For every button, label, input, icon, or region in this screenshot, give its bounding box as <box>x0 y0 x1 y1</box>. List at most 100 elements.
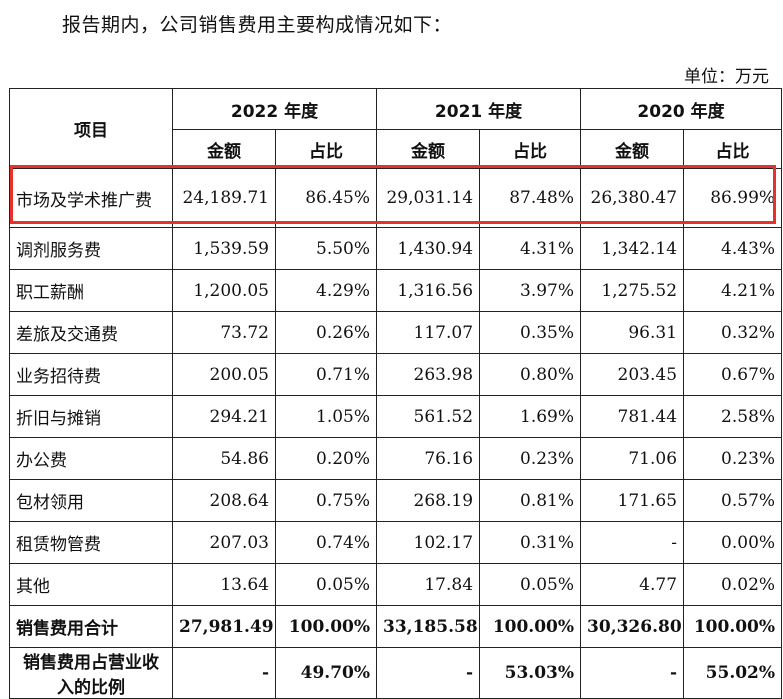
row-label: 包材领用 <box>9 479 173 522</box>
header-amount: 金额 <box>580 129 685 169</box>
amount-cell: 1,342.14 <box>580 227 685 270</box>
amount-cell: 1,275.52 <box>580 269 685 312</box>
amount-cell: 171.65 <box>580 479 685 522</box>
amount-cell: 268.19 <box>376 479 481 522</box>
ratio-cell: 100.00% <box>479 605 582 648</box>
amount-cell: 17.84 <box>376 563 481 606</box>
table-row: 调剂服务费 1,539.59 5.50% 1,430.94 4.31% 1,342.14 4… <box>9 227 783 270</box>
table-row: 其他 13.64 0.05% 17.84 0.05% 4.77 0.02% <box>9 563 783 606</box>
amount-cell: 13.64 <box>172 563 276 606</box>
ratio-cell: 53.03% <box>479 647 582 699</box>
ratio-cell: 0.80% <box>479 353 582 396</box>
amount-cell: 26,380.47 <box>580 168 685 228</box>
header-row-years: 项目 2022 年度 2021 年度 2020 年度 <box>9 88 783 169</box>
row-label: 调剂服务费 <box>9 227 173 270</box>
amount-cell: 29,031.14 <box>376 168 481 228</box>
amount-cell: 1,430.94 <box>376 227 481 270</box>
table-row: 职工薪酬 1,200.05 4.29% 1,316.56 3.97% 1,275.52 4.… <box>9 269 783 312</box>
amount-cell: 27,981.49 <box>172 605 276 648</box>
ratio-cell: 0.57% <box>683 479 783 522</box>
ratio-cell: 5.50% <box>274 227 378 270</box>
row-label: 租赁物管费 <box>9 521 173 564</box>
amount-cell: 561.52 <box>376 395 481 438</box>
table-row: 销售费用合计 27,981.49 100.00% 33,185.58 100.00% 30… <box>9 605 783 648</box>
ratio-cell: 4.21% <box>683 269 783 312</box>
amount-cell: 102.17 <box>376 521 481 564</box>
ratio-cell: 0.26% <box>274 311 378 354</box>
ratio-cell: 0.31% <box>479 521 582 564</box>
header-year-2022: 2022 年度 <box>171 88 378 130</box>
table-row: 租赁物管费 207.03 0.74% 102.17 0.31% -0.00% <box>9 521 783 564</box>
table-row: 差旅及交通费 73.72 0.26% 117.07 0.35% 96.31 0.32% <box>9 311 783 354</box>
amount-cell: 1,539.59 <box>172 227 276 270</box>
amount-cell: - <box>376 647 481 699</box>
row-label: 业务招待费 <box>9 353 173 396</box>
row-label: 差旅及交通费 <box>9 311 173 354</box>
row-label: 销售费用合计 <box>9 605 173 648</box>
amount-cell: 73.72 <box>172 311 276 354</box>
ratio-cell: 0.02% <box>683 563 783 606</box>
ratio-cell: 0.20% <box>274 437 378 480</box>
row-label: 折旧与摊销 <box>9 395 173 438</box>
header-ratio: 占比 <box>683 129 783 169</box>
amount-cell: 24,189.71 <box>172 168 276 228</box>
amount-cell: 33,185.58 <box>376 605 481 648</box>
header-year-2021: 2021 年度 <box>376 88 582 130</box>
ratio-cell: 100.00% <box>274 605 378 648</box>
amount-cell: - <box>580 521 685 564</box>
row-label: 销售费用占营业收入的比例 <box>9 647 173 699</box>
amount-cell: 294.21 <box>172 395 276 438</box>
ratio-cell: 1.05% <box>274 395 378 438</box>
ratio-cell: 87.48% <box>479 168 582 228</box>
amount-cell: 117.07 <box>376 311 481 354</box>
ratio-cell: 0.05% <box>274 563 378 606</box>
table-row: 业务招待费 200.05 0.71% 263.98 0.80% 203.45 0.67% <box>9 353 783 396</box>
ratio-cell: 100.00% <box>683 605 783 648</box>
header-amount: 金额 <box>376 129 481 169</box>
amount-cell: 76.16 <box>376 437 481 480</box>
ratio-cell: 86.45% <box>274 168 378 228</box>
ratio-cell: 0.23% <box>683 437 783 480</box>
unit-label: 单位：万元 <box>684 67 769 87</box>
ratio-cell: 0.05% <box>479 563 582 606</box>
ratio-cell: 4.43% <box>683 227 783 270</box>
table-body: 市场及学术推广费 24,189.71 86.45% 29,031.14 87.48% 26… <box>9 168 783 699</box>
amount-cell: 71.06 <box>580 437 685 480</box>
row-label: 职工薪酬 <box>9 269 173 312</box>
sales-expense-table: 项目 2022 年度 2021 年度 2020 年度 金额 占比 金额 占比 金… <box>9 88 783 699</box>
ratio-cell: 0.71% <box>274 353 378 396</box>
amount-cell: 781.44 <box>580 395 685 438</box>
amount-cell: 1,200.05 <box>172 269 276 312</box>
intro-text: 报告期内，公司销售费用主要构成情况如下： <box>62 14 453 36</box>
table-row: 折旧与摊销 294.21 1.05% 561.52 1.69% 781.44 2.58% <box>9 395 783 438</box>
ratio-cell: 4.31% <box>479 227 582 270</box>
amount-cell: 208.64 <box>172 479 276 522</box>
table-row: 办公费 54.86 0.20% 76.16 0.23% 71.06 0.23% <box>9 437 783 480</box>
ratio-cell: 0.32% <box>683 311 783 354</box>
ratio-cell: 1.69% <box>479 395 582 438</box>
amount-cell: - <box>580 647 685 699</box>
row-label: 市场及学术推广费 <box>9 168 173 228</box>
table-row: 市场及学术推广费 24,189.71 86.45% 29,031.14 87.48% 26… <box>9 168 783 228</box>
row-label: 其他 <box>9 563 173 606</box>
ratio-cell: 0.00% <box>683 521 783 564</box>
amount-cell: 263.98 <box>376 353 481 396</box>
ratio-cell: 0.67% <box>683 353 783 396</box>
amount-cell: 1,316.56 <box>376 269 481 312</box>
amount-cell: 30,326.80 <box>580 605 685 648</box>
header-year-2020: 2020 年度 <box>580 88 783 130</box>
ratio-cell: 49.70% <box>274 647 378 699</box>
row-label: 办公费 <box>9 437 173 480</box>
ratio-cell: 3.97% <box>479 269 582 312</box>
amount-cell: 207.03 <box>172 521 276 564</box>
ratio-cell: 0.23% <box>479 437 582 480</box>
ratio-cell: 0.75% <box>274 479 378 522</box>
amount-cell: - <box>172 647 276 699</box>
header-amount: 金额 <box>172 129 276 169</box>
header-item: 项目 <box>9 88 173 169</box>
ratio-cell: 2.58% <box>683 395 783 438</box>
table-row: 销售费用占营业收入的比例 -49.70% -53.03% -55.02% <box>9 647 783 699</box>
ratio-cell: 55.02% <box>683 647 783 699</box>
table-row: 包材领用 208.64 0.75% 268.19 0.81% 171.65 0.57% <box>9 479 783 522</box>
header-row-columns: 金额 占比 金额 占比 金额 占比 <box>10 129 783 169</box>
